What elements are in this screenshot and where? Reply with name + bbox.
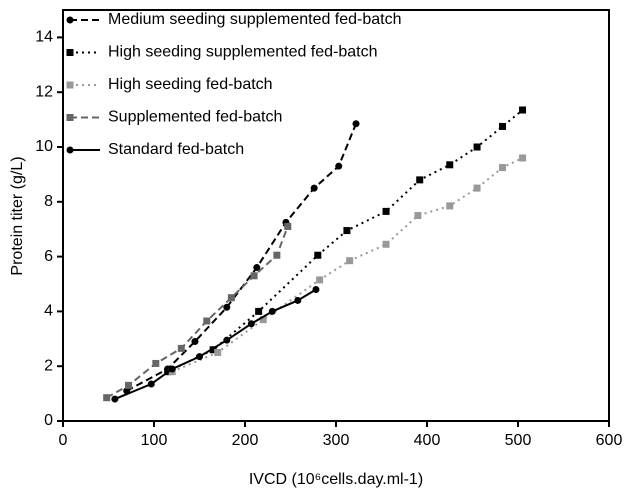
point (250, 272, 258, 280)
point (268, 307, 276, 315)
series-line (167, 109, 524, 373)
legend-marker (66, 16, 74, 24)
plot-frame (62, 9, 610, 422)
point (111, 395, 119, 403)
series-line (114, 288, 317, 401)
point (414, 212, 422, 219)
point (177, 344, 185, 352)
x-axis-label: IVCD (10⁶cells.day.ml-1) (249, 471, 423, 488)
point (284, 222, 292, 230)
legend-label: High seeding supplemented fed-batch (108, 44, 378, 61)
point (247, 320, 255, 328)
point (446, 161, 454, 169)
y-tick-label: 12 (35, 83, 53, 100)
point (346, 257, 354, 265)
point (416, 176, 424, 184)
point (335, 162, 343, 170)
point (352, 120, 360, 128)
point (446, 202, 454, 210)
point (147, 380, 155, 388)
point (499, 164, 507, 172)
point (253, 264, 261, 272)
point (255, 307, 263, 315)
point (343, 227, 351, 235)
legend-label: Supplemented fed-batch (108, 109, 282, 126)
series-line (126, 123, 357, 392)
point (214, 349, 222, 356)
legend-marker (66, 81, 74, 89)
y-tick-label: 4 (44, 303, 53, 320)
point (314, 251, 322, 259)
x-tick-label: 200 (232, 432, 259, 449)
x-tick-label: 100 (141, 432, 168, 449)
point (519, 154, 527, 162)
point (310, 184, 318, 192)
y-tick-label: 10 (35, 138, 53, 155)
legend-label: Standard fed-batch (108, 141, 244, 158)
x-tick-label: 0 (59, 432, 68, 449)
y-tick-label: 0 (44, 412, 53, 429)
point (316, 276, 324, 284)
point (312, 285, 320, 293)
point (223, 336, 231, 344)
legend-marker (66, 146, 74, 154)
point (191, 338, 199, 346)
y-tick-label: 6 (44, 248, 53, 265)
y-tick-label: 8 (44, 193, 53, 210)
point (499, 122, 507, 130)
point (152, 359, 160, 367)
point (259, 316, 267, 324)
y-axis-label: Protein titer (g/L) (9, 156, 26, 275)
point (203, 317, 211, 325)
point (294, 296, 302, 304)
x-tick-label: 500 (505, 432, 532, 449)
point (473, 143, 481, 151)
x-tick-label: 600 (596, 432, 623, 449)
point (223, 303, 231, 311)
point (273, 251, 281, 259)
y-tick-label: 14 (35, 29, 53, 46)
legend-marker (66, 114, 74, 121)
point (103, 394, 111, 402)
point (382, 240, 390, 248)
x-tick-label: 400 (414, 432, 441, 449)
point (382, 207, 390, 215)
y-tick-label: 2 (44, 357, 53, 374)
point (473, 184, 481, 192)
point (168, 365, 176, 373)
x-tick-label: 300 (323, 432, 350, 449)
point (196, 353, 203, 361)
point (125, 381, 133, 389)
legend-label: High seeding fed-batch (108, 76, 273, 93)
point (519, 106, 527, 114)
legend-label: Medium seeding supplemented fed-batch (108, 11, 402, 28)
legend-marker (66, 49, 74, 56)
point (227, 294, 235, 302)
point (209, 346, 217, 354)
